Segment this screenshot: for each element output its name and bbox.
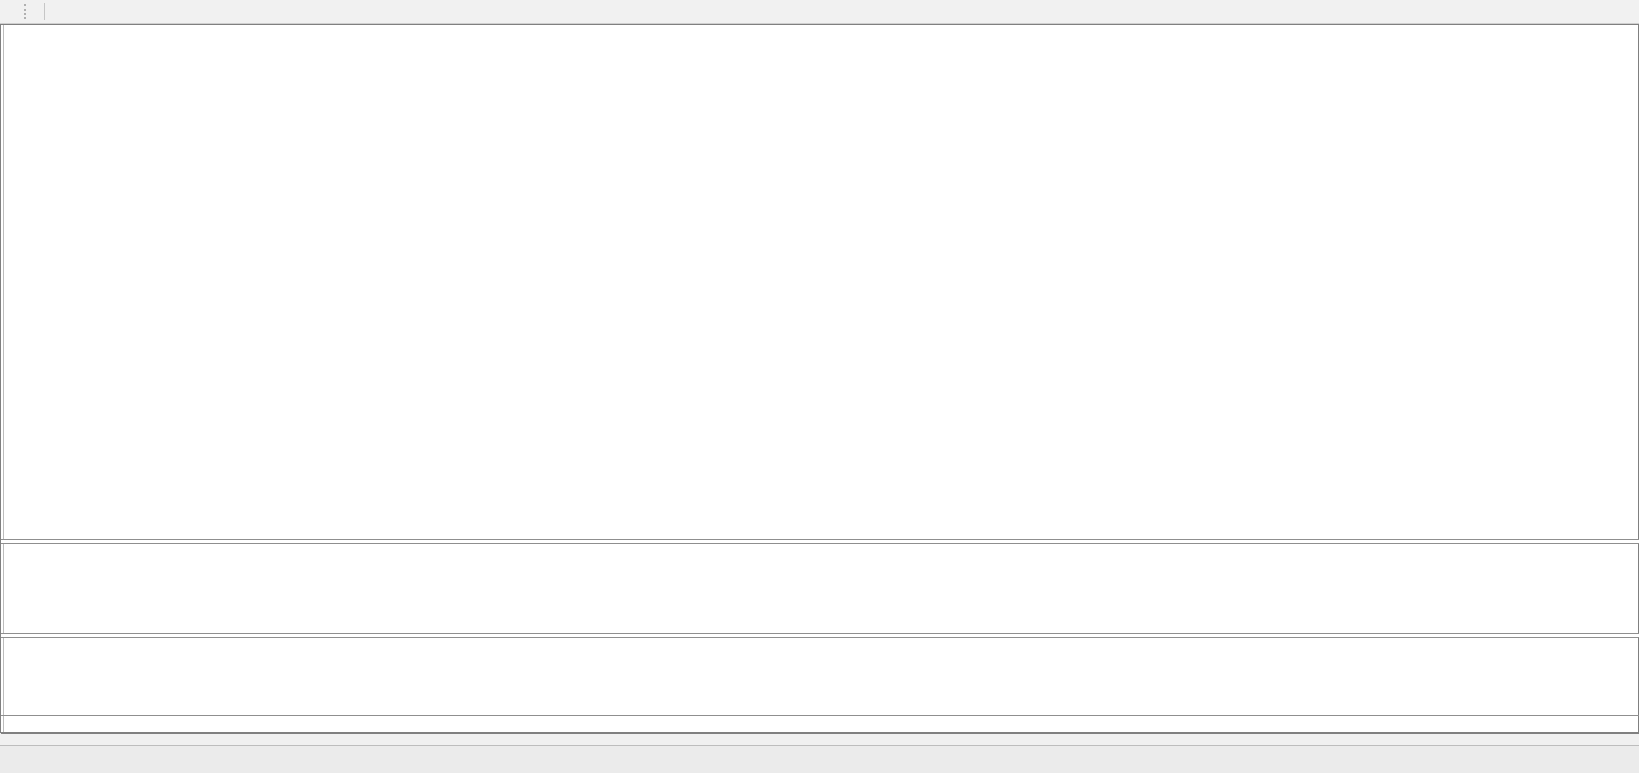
chart-window-bottom-border xyxy=(1,733,1639,734)
timeframe-toolbar xyxy=(0,0,1639,24)
rsi-pane-canvas[interactable] xyxy=(1,544,1639,635)
toolbar-grip-handle[interactable] xyxy=(24,4,26,19)
pane-separator[interactable] xyxy=(1,633,1639,638)
chart-mode-icon[interactable] xyxy=(0,4,12,20)
price-chart-canvas[interactable] xyxy=(1,27,1639,539)
macd-pane-canvas[interactable] xyxy=(1,638,1639,715)
chart-tab-bar xyxy=(0,745,1639,773)
pane-separator xyxy=(1,715,1639,716)
chart-window xyxy=(0,24,1639,734)
toolbar-separator xyxy=(44,3,45,20)
tab-scroll-arrows xyxy=(1617,745,1639,773)
pane-separator[interactable] xyxy=(1,539,1639,544)
rsi-indicator-label xyxy=(11,547,21,559)
chart-title xyxy=(15,32,46,46)
macd-indicator-label xyxy=(11,641,26,653)
